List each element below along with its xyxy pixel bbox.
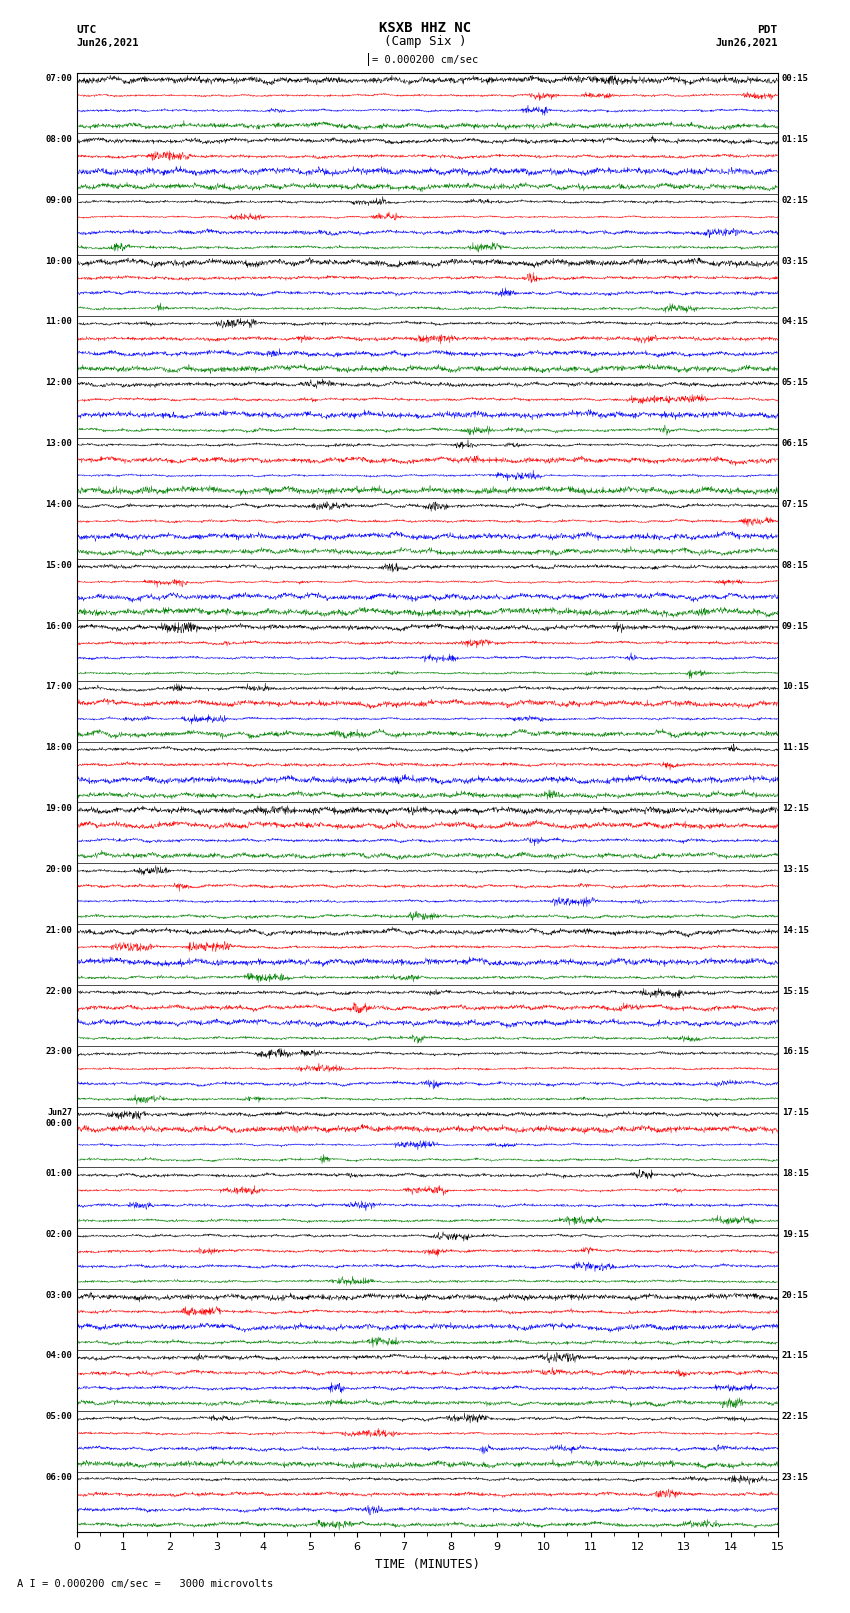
Text: 02:00: 02:00 — [45, 1229, 72, 1239]
Text: 16:00: 16:00 — [45, 621, 72, 631]
Text: Jun26,2021: Jun26,2021 — [76, 39, 139, 48]
Text: 18:15: 18:15 — [782, 1169, 809, 1177]
Text: 15:15: 15:15 — [782, 987, 809, 995]
Text: Jun26,2021: Jun26,2021 — [715, 39, 778, 48]
Text: 17:00: 17:00 — [45, 682, 72, 692]
Text: 10:15: 10:15 — [782, 682, 809, 692]
Text: 11:15: 11:15 — [782, 744, 809, 752]
Text: 09:00: 09:00 — [45, 195, 72, 205]
Text: 08:00: 08:00 — [45, 135, 72, 144]
Text: 12:15: 12:15 — [782, 805, 809, 813]
Text: 01:15: 01:15 — [782, 135, 809, 144]
Text: 23:15: 23:15 — [782, 1473, 809, 1482]
Text: 18:00: 18:00 — [45, 744, 72, 752]
Text: 08:15: 08:15 — [782, 561, 809, 569]
Text: = 0.000200 cm/sec: = 0.000200 cm/sec — [372, 55, 479, 65]
Text: 06:15: 06:15 — [782, 439, 809, 448]
Text: 07:00: 07:00 — [45, 74, 72, 84]
Text: 01:00: 01:00 — [45, 1169, 72, 1177]
Text: 23:00: 23:00 — [45, 1047, 72, 1057]
Text: 10:00: 10:00 — [45, 256, 72, 266]
Text: 07:15: 07:15 — [782, 500, 809, 510]
Text: 22:15: 22:15 — [782, 1413, 809, 1421]
Text: 05:00: 05:00 — [45, 1413, 72, 1421]
Text: 00:00: 00:00 — [45, 1119, 72, 1129]
Text: 22:00: 22:00 — [45, 987, 72, 995]
Text: 06:00: 06:00 — [45, 1473, 72, 1482]
Text: UTC: UTC — [76, 26, 97, 35]
Text: Jun27: Jun27 — [48, 1108, 72, 1118]
Text: 19:15: 19:15 — [782, 1229, 809, 1239]
Text: 21:15: 21:15 — [782, 1352, 809, 1360]
Text: 04:15: 04:15 — [782, 318, 809, 326]
Text: 05:15: 05:15 — [782, 379, 809, 387]
Text: 20:00: 20:00 — [45, 865, 72, 874]
Text: (Camp Six ): (Camp Six ) — [383, 35, 467, 48]
Text: 21:00: 21:00 — [45, 926, 72, 934]
X-axis label: TIME (MINUTES): TIME (MINUTES) — [375, 1558, 479, 1571]
Text: 03:15: 03:15 — [782, 256, 809, 266]
Text: 13:15: 13:15 — [782, 865, 809, 874]
Text: 12:00: 12:00 — [45, 379, 72, 387]
Text: 03:00: 03:00 — [45, 1290, 72, 1300]
Text: 19:00: 19:00 — [45, 805, 72, 813]
Text: KSXB HHZ NC: KSXB HHZ NC — [379, 21, 471, 35]
Text: 16:15: 16:15 — [782, 1047, 809, 1057]
Text: 14:00: 14:00 — [45, 500, 72, 510]
Text: 04:00: 04:00 — [45, 1352, 72, 1360]
Text: 02:15: 02:15 — [782, 195, 809, 205]
Text: 17:15: 17:15 — [782, 1108, 809, 1118]
Text: 20:15: 20:15 — [782, 1290, 809, 1300]
Text: 09:15: 09:15 — [782, 621, 809, 631]
Text: 11:00: 11:00 — [45, 318, 72, 326]
Text: 00:15: 00:15 — [782, 74, 809, 84]
Text: 13:00: 13:00 — [45, 439, 72, 448]
Text: A I = 0.000200 cm/sec =   3000 microvolts: A I = 0.000200 cm/sec = 3000 microvolts — [17, 1579, 273, 1589]
Text: 15:00: 15:00 — [45, 561, 72, 569]
Text: 14:15: 14:15 — [782, 926, 809, 934]
Text: PDT: PDT — [757, 26, 778, 35]
